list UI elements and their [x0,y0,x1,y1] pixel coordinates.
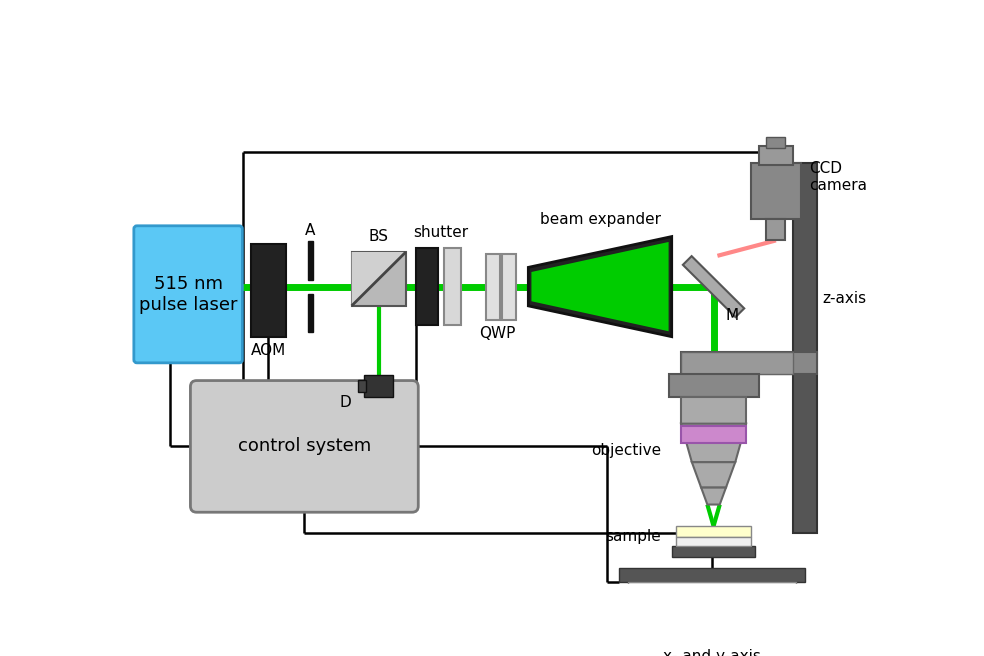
Bar [676,537,751,546]
Bar [759,146,792,165]
Polygon shape [683,256,744,317]
Polygon shape [351,252,405,306]
Bar [672,546,756,557]
Bar [486,253,501,319]
Bar [619,569,805,583]
Bar [681,352,817,374]
Bar [767,137,785,148]
Polygon shape [692,462,735,487]
Bar [668,374,759,397]
Polygon shape [528,237,672,337]
Bar [444,248,461,325]
Bar [416,248,438,325]
Text: x- and y-axis: x- and y-axis [663,649,761,656]
Bar [681,397,746,424]
Bar [751,163,801,219]
Bar [502,253,516,319]
Text: BS: BS [369,229,389,244]
Bar [681,352,793,374]
FancyBboxPatch shape [134,226,242,363]
Bar [681,426,746,443]
Text: shutter: shutter [413,225,468,240]
Bar [629,583,796,592]
Text: QWP: QWP [479,326,516,341]
Text: z-axis: z-axis [823,291,867,306]
Bar [767,219,785,240]
Text: D: D [339,396,351,411]
Polygon shape [702,487,726,504]
Bar [358,380,366,392]
Text: M: M [726,308,739,323]
Bar [351,252,405,306]
Bar [251,244,285,337]
Text: objective: objective [590,443,661,458]
FancyBboxPatch shape [191,380,418,512]
Bar [793,163,817,533]
Bar [619,592,805,642]
Bar [308,293,313,332]
Bar [364,375,394,397]
Text: CCD
camera: CCD camera [809,161,867,194]
Text: A: A [305,223,316,238]
Text: sample: sample [605,529,661,544]
Text: 515 nm
pulse laser: 515 nm pulse laser [139,275,237,314]
Text: control system: control system [238,438,371,455]
Bar [308,241,313,279]
Polygon shape [681,424,746,462]
Text: beam expander: beam expander [539,212,660,227]
Text: AOM: AOM [251,343,286,358]
Bar [676,526,751,537]
Polygon shape [531,242,668,331]
